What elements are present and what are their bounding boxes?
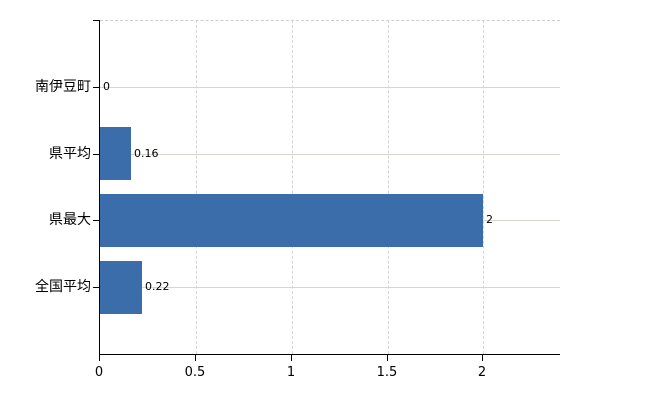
vertical-gridline	[387, 20, 389, 354]
x-axis-tick-label: 0	[94, 365, 104, 380]
horizontal-gridline	[100, 287, 560, 288]
plot-top-frame-line	[100, 20, 560, 21]
vertical-gridline	[195, 20, 197, 354]
bar-value-label: 0.22	[145, 280, 170, 293]
x-axis-tick-label: 1	[286, 365, 296, 380]
y-axis-tick	[93, 87, 99, 88]
plot-area: 0 0.16 2 0.22	[100, 20, 560, 354]
x-axis-tick-label: 2	[477, 365, 487, 380]
y-axis-tick	[93, 287, 99, 288]
bar	[100, 261, 142, 314]
bar	[100, 194, 483, 247]
category-label: 南伊豆町	[35, 79, 91, 95]
bar-value-label: 0.16	[134, 147, 159, 160]
horizontal-gridline	[100, 87, 560, 88]
x-axis-tick	[99, 355, 100, 361]
bar-value-label: 2	[486, 213, 493, 226]
x-axis-tick	[387, 355, 388, 361]
y-axis-tick	[93, 154, 99, 155]
category-label: 県最大	[49, 212, 91, 228]
y-axis-line	[99, 20, 100, 354]
y-axis-tick	[93, 220, 99, 221]
x-axis-line	[99, 354, 560, 355]
category-label: 全国平均	[35, 279, 91, 295]
x-axis-tick-label: 1.5	[376, 365, 398, 380]
category-label: 県平均	[49, 146, 91, 162]
horizontal-gridline	[100, 154, 560, 155]
vertical-gridline	[483, 20, 485, 354]
x-axis-tick-label: 0.5	[184, 365, 206, 380]
y-axis-tick	[93, 20, 99, 21]
x-axis-tick	[195, 355, 196, 361]
x-axis-tick	[291, 355, 292, 361]
vertical-gridline	[291, 20, 293, 354]
bar-value-label: 0	[103, 80, 110, 93]
x-axis-tick	[482, 355, 483, 361]
bar	[100, 127, 131, 180]
